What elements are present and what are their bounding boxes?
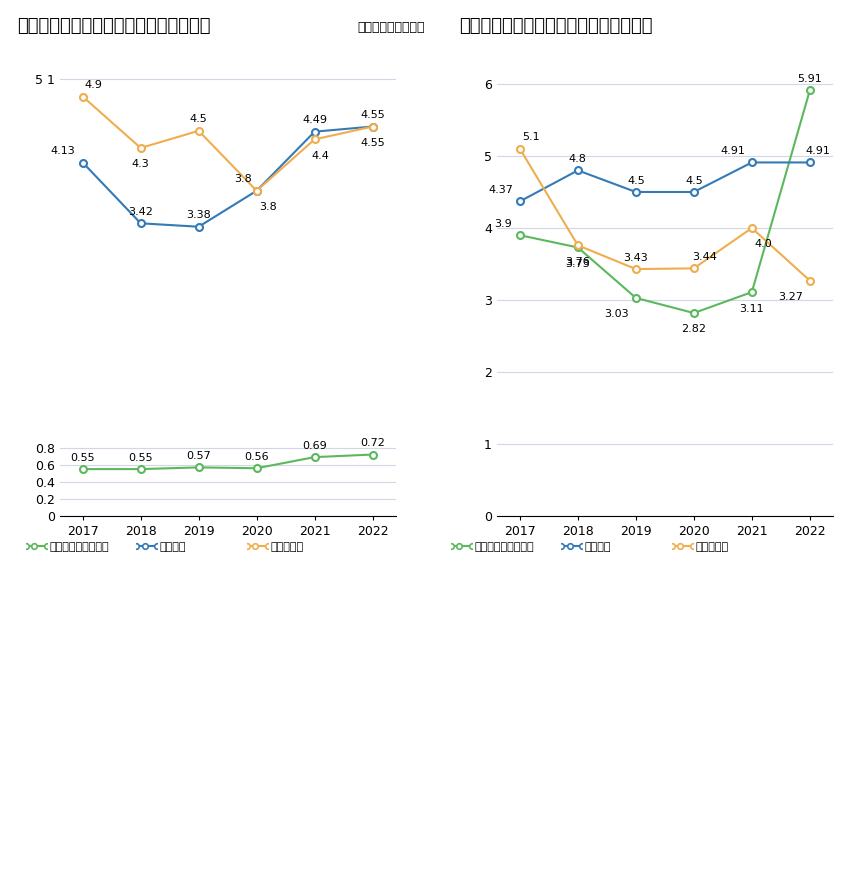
Text: 3.8: 3.8 <box>234 174 252 184</box>
Text: 3.8: 3.8 <box>259 202 276 212</box>
Text: 3.27: 3.27 <box>778 292 802 302</box>
Text: 行业中位数: 行业中位数 <box>695 542 728 553</box>
Text: 4.55: 4.55 <box>360 110 385 120</box>
Text: 4.5: 4.5 <box>190 115 207 125</box>
Text: 4.13: 4.13 <box>51 146 76 156</box>
Text: 4.49: 4.49 <box>302 116 327 125</box>
Text: 0.55: 0.55 <box>71 453 95 463</box>
Text: 3.11: 3.11 <box>740 303 764 313</box>
Text: 公司应收账款周转率: 公司应收账款周转率 <box>49 542 109 553</box>
Text: 3.43: 3.43 <box>624 253 649 263</box>
Text: 4.5: 4.5 <box>627 175 645 186</box>
Text: 3.76: 3.76 <box>565 256 590 267</box>
Text: 3.38: 3.38 <box>186 210 211 221</box>
Text: 行业中位数: 行业中位数 <box>270 542 303 553</box>
Text: 3.03: 3.03 <box>604 310 629 320</box>
Text: 公司固定资产周转率: 公司固定资产周转率 <box>474 542 534 553</box>
Text: 4.37: 4.37 <box>488 185 513 195</box>
Text: 5.91: 5.91 <box>797 74 822 84</box>
Text: 0.72: 0.72 <box>360 438 385 449</box>
Text: 3.9: 3.9 <box>495 219 512 229</box>
Text: 4.0: 4.0 <box>754 239 772 249</box>
Text: 4.5: 4.5 <box>685 175 703 186</box>
Text: 行业均值: 行业均值 <box>160 542 186 553</box>
Text: 0.57: 0.57 <box>186 451 211 461</box>
Text: 4.55: 4.55 <box>360 138 385 148</box>
Text: 4.4: 4.4 <box>311 150 329 161</box>
Text: 4.91: 4.91 <box>806 146 830 156</box>
Text: 5.1: 5.1 <box>522 133 540 142</box>
Text: 行业均值: 行业均值 <box>585 542 611 553</box>
Text: 3.73: 3.73 <box>565 259 590 269</box>
Text: 2.82: 2.82 <box>682 325 706 335</box>
Text: 0.55: 0.55 <box>128 453 153 463</box>
Text: 数据来源：恒生聚源: 数据来源：恒生聚源 <box>357 21 424 34</box>
Text: 3.42: 3.42 <box>128 207 153 217</box>
Text: 4.9: 4.9 <box>85 80 103 90</box>
Text: 0.69: 0.69 <box>303 441 327 450</box>
Text: 大洋电机历年应收账款周转率情况（次）: 大洋电机历年应收账款周转率情况（次） <box>17 17 211 35</box>
Text: 4.91: 4.91 <box>720 146 745 156</box>
Text: 0.56: 0.56 <box>244 452 269 462</box>
Text: 3.44: 3.44 <box>693 252 717 262</box>
Text: 4.8: 4.8 <box>569 154 586 164</box>
Text: 大洋电机历年固定资产周转率情况（次）: 大洋电机历年固定资产周转率情况（次） <box>459 17 653 35</box>
Text: 4.3: 4.3 <box>132 159 150 169</box>
